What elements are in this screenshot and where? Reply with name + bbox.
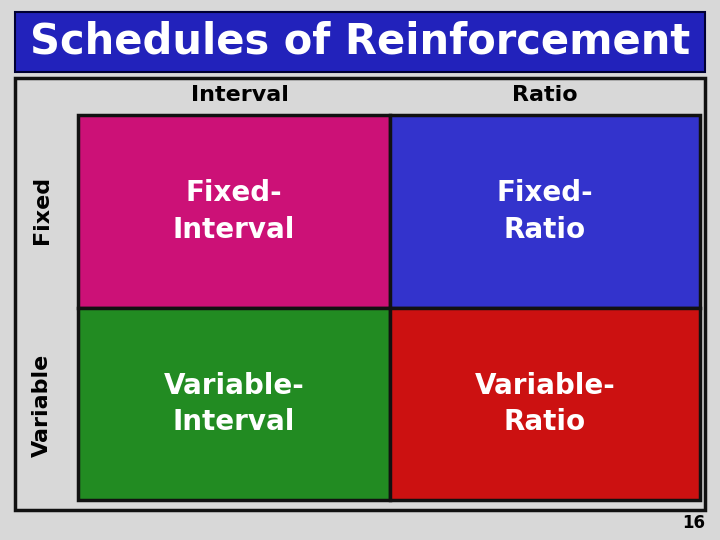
Text: Schedules of Reinforcement: Schedules of Reinforcement bbox=[30, 21, 690, 63]
Text: Ratio: Ratio bbox=[512, 85, 578, 105]
Text: Variable-
Ratio: Variable- Ratio bbox=[474, 372, 616, 436]
Text: Variable-
Interval: Variable- Interval bbox=[163, 372, 305, 436]
Text: Variable: Variable bbox=[32, 353, 52, 457]
Bar bbox=[78, 308, 390, 500]
Text: Fixed: Fixed bbox=[32, 176, 52, 244]
Text: Fixed-
Interval: Fixed- Interval bbox=[173, 179, 295, 244]
Bar bbox=[15, 78, 705, 510]
Text: 16: 16 bbox=[682, 514, 705, 532]
Text: Fixed-
Ratio: Fixed- Ratio bbox=[497, 179, 593, 244]
Bar bbox=[78, 115, 390, 308]
Bar bbox=[390, 308, 700, 500]
Text: Interval: Interval bbox=[191, 85, 289, 105]
Bar bbox=[15, 12, 705, 72]
Bar bbox=[390, 115, 700, 308]
